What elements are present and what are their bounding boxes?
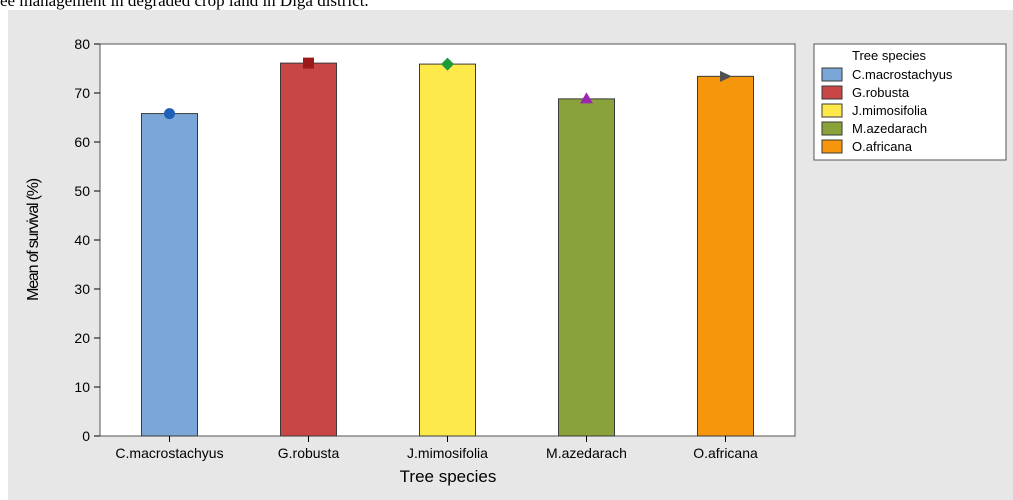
legend-item-label: C.macrostachyus bbox=[852, 67, 953, 82]
legend-swatch bbox=[821, 67, 843, 82]
mean-marker bbox=[720, 70, 732, 82]
bar-m-azedarach bbox=[558, 98, 615, 437]
legend-item-label: O.africana bbox=[852, 139, 913, 154]
legend-item-label: J.mimosifolia bbox=[852, 103, 928, 118]
mean-marker bbox=[303, 57, 314, 69]
bar-c-macrostachyus bbox=[141, 113, 198, 437]
legend-box bbox=[813, 43, 1007, 161]
legend: Tree species C.macrostachyus G.robusta J.m… bbox=[813, 43, 1007, 161]
legend-swatch bbox=[821, 139, 843, 154]
legend-swatch bbox=[821, 121, 843, 136]
y-axis-label: Mean of survival (%) bbox=[25, 178, 42, 301]
x-tick-label: G.robusta bbox=[278, 445, 340, 461]
bar-o-africana bbox=[697, 75, 754, 437]
x-tick-label: M.azedarach bbox=[546, 445, 627, 461]
legend-swatch bbox=[821, 85, 843, 100]
legend-swatch bbox=[821, 103, 843, 118]
mean-marker bbox=[580, 92, 593, 104]
legend-item-label: G.robusta bbox=[852, 85, 910, 100]
y-tick-label: 10 bbox=[74, 379, 90, 395]
legend-title: Tree species bbox=[852, 48, 926, 63]
x-axis-label: Tree species bbox=[400, 467, 497, 486]
y-tick-label: 80 bbox=[74, 36, 90, 52]
bar-j-mimosifolia bbox=[419, 63, 476, 437]
x-tick-label: O.africana bbox=[693, 445, 758, 461]
y-tick-label: 40 bbox=[74, 232, 90, 248]
x-tick-label: J.mimosifolia bbox=[407, 445, 488, 461]
mean-marker bbox=[164, 108, 175, 120]
y-tick-label: 70 bbox=[74, 85, 90, 101]
legend-item-label: M.azedarach bbox=[852, 121, 927, 136]
y-tick-label: 30 bbox=[74, 281, 90, 297]
y-tick-label: 20 bbox=[74, 330, 90, 346]
figure-caption: ee management in degraded crop land in D… bbox=[0, 0, 369, 10]
y-tick-label: 50 bbox=[74, 183, 90, 199]
bar-g-robusta bbox=[280, 62, 337, 437]
y-tick-label: 0 bbox=[82, 428, 90, 444]
mean-marker bbox=[441, 57, 454, 71]
y-tick-label: 60 bbox=[74, 134, 90, 150]
x-tick-label: C.macrostachyus bbox=[115, 445, 223, 461]
